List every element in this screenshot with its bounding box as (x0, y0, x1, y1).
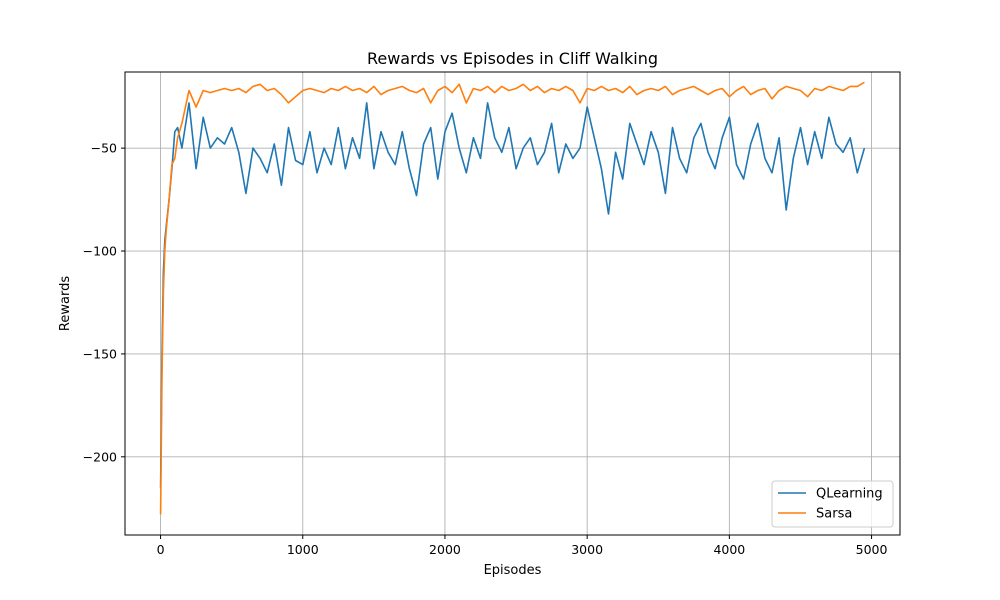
x-tick-label: 4000 (713, 542, 745, 557)
grid (125, 72, 900, 535)
x-tick-label: 1000 (287, 542, 319, 557)
plot-area (159, 81, 866, 515)
y-tick-label: −150 (83, 346, 117, 361)
series-line-qlearning (159, 102, 866, 488)
x-tick-label: 5000 (856, 542, 888, 557)
x-tick-label: 0 (157, 542, 165, 557)
y-tick-label: −100 (83, 244, 117, 259)
y-axis-label: Rewards (58, 276, 73, 331)
x-axis-label: Episodes (484, 563, 542, 578)
y-tick-label: −50 (91, 141, 117, 156)
legend-label-qlearning: QLearning (816, 487, 883, 502)
legend: QLearning Sarsa (771, 480, 894, 528)
axis-ticks: 0 1000 2000 3000 4000 5000 −200 −150 −100 −50 (83, 141, 888, 557)
y-tick-label: −200 (83, 449, 117, 464)
x-tick-label: 3000 (571, 542, 603, 557)
legend-label-sarsa: Sarsa (816, 507, 852, 522)
axes-frame (124, 71, 901, 536)
chart-title: Rewards vs Episodes in Cliff Walking (367, 49, 658, 68)
x-tick-label: 2000 (429, 542, 461, 557)
series-line-sarsa (159, 81, 865, 515)
